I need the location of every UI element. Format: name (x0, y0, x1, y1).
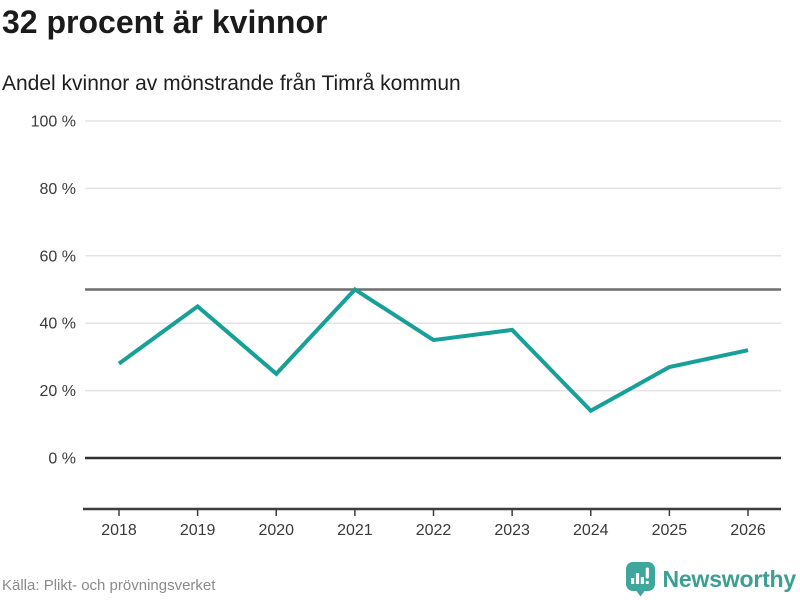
x-tick-label-2019: 2019 (180, 522, 216, 539)
y-tick-label-60: 60 % (40, 248, 76, 265)
x-tick-label-2018: 2018 (101, 522, 137, 539)
chart-title: 32 procent är kvinnor (2, 4, 328, 40)
x-tick-label-2024: 2024 (573, 522, 609, 539)
y-tick-label-100: 100 % (31, 114, 76, 131)
data-line-andel-kvinnor (117, 286, 749, 414)
x-tick-label-2021: 2021 (337, 522, 373, 539)
newsworthy-wordmark: Newsworthy (662, 565, 797, 592)
x-tick-label-2022: 2022 (416, 522, 452, 539)
x-tick-label-2026: 2026 (730, 522, 766, 539)
y-tick-label-40: 40 % (40, 316, 76, 333)
newsworthy-logo[interactable]: Newsworthy (625, 561, 797, 597)
x-tick-label-2025: 2025 (652, 522, 688, 539)
y-tick-label-20: 20 % (40, 383, 76, 400)
newsworthy-bubble-chart-icon (625, 562, 655, 597)
y-tick-label-0: 0 % (48, 451, 76, 468)
source-note: Källa: Plikt- och prövningsverket (2, 577, 216, 594)
x-tick-label-2020: 2020 (258, 522, 294, 539)
x-tick-label-2023: 2023 (494, 522, 530, 539)
chart-subtitle: Andel kvinnor av mönstrande från Timrå k… (2, 72, 461, 95)
y-tick-label-80: 80 % (40, 181, 76, 198)
